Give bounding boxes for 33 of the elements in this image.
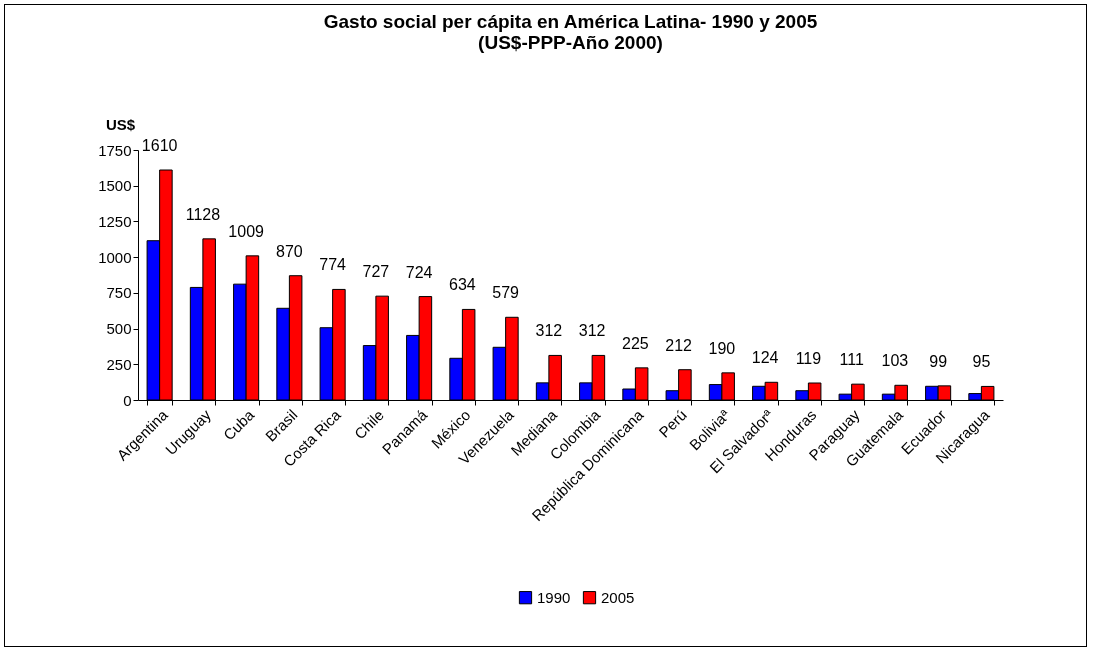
data-label: 727 (362, 263, 390, 281)
data-label: 774 (319, 256, 347, 274)
data-label: 1128 (185, 205, 221, 223)
data-label: 634 (449, 276, 476, 294)
data-label: 119 (795, 350, 822, 367)
y-tick-label: 250 (106, 355, 132, 373)
y-axis-title: US$ (105, 115, 136, 133)
y-tick-label: 0 (123, 391, 132, 409)
data-label: 579 (492, 284, 520, 302)
legend-label: 2005 (601, 588, 635, 606)
data-label: 312 (535, 322, 563, 340)
legend-label: 1990 (537, 588, 571, 606)
data-label: 111 (839, 351, 864, 369)
data-label: 212 (665, 336, 693, 354)
y-tick-label: 500 (106, 320, 132, 338)
data-label: 225 (622, 334, 649, 352)
y-tick-label: 750 (106, 284, 132, 302)
data-label: 103 (881, 352, 909, 370)
text: (US$-PPP-Año 2000) (478, 32, 663, 53)
data-label: 95 (972, 353, 991, 371)
data-label: 190 (708, 339, 736, 357)
y-tick-label: 1000 (98, 248, 132, 266)
data-label: 99 (929, 352, 948, 370)
data-label: 870 (276, 242, 303, 260)
data-label: 312 (578, 322, 606, 340)
y-tick-label: 1250 (98, 212, 132, 230)
y-tick-label: 1750 (98, 141, 132, 159)
data-label: 1009 (228, 222, 265, 240)
data-label: 124 (751, 349, 779, 367)
text: Gasto social per cápita en América Latina- 1990 y 2005 (323, 11, 818, 32)
y-tick-label: 1500 (98, 177, 132, 195)
data-label: 1610 (141, 137, 178, 154)
data-label: 724 (405, 263, 433, 281)
